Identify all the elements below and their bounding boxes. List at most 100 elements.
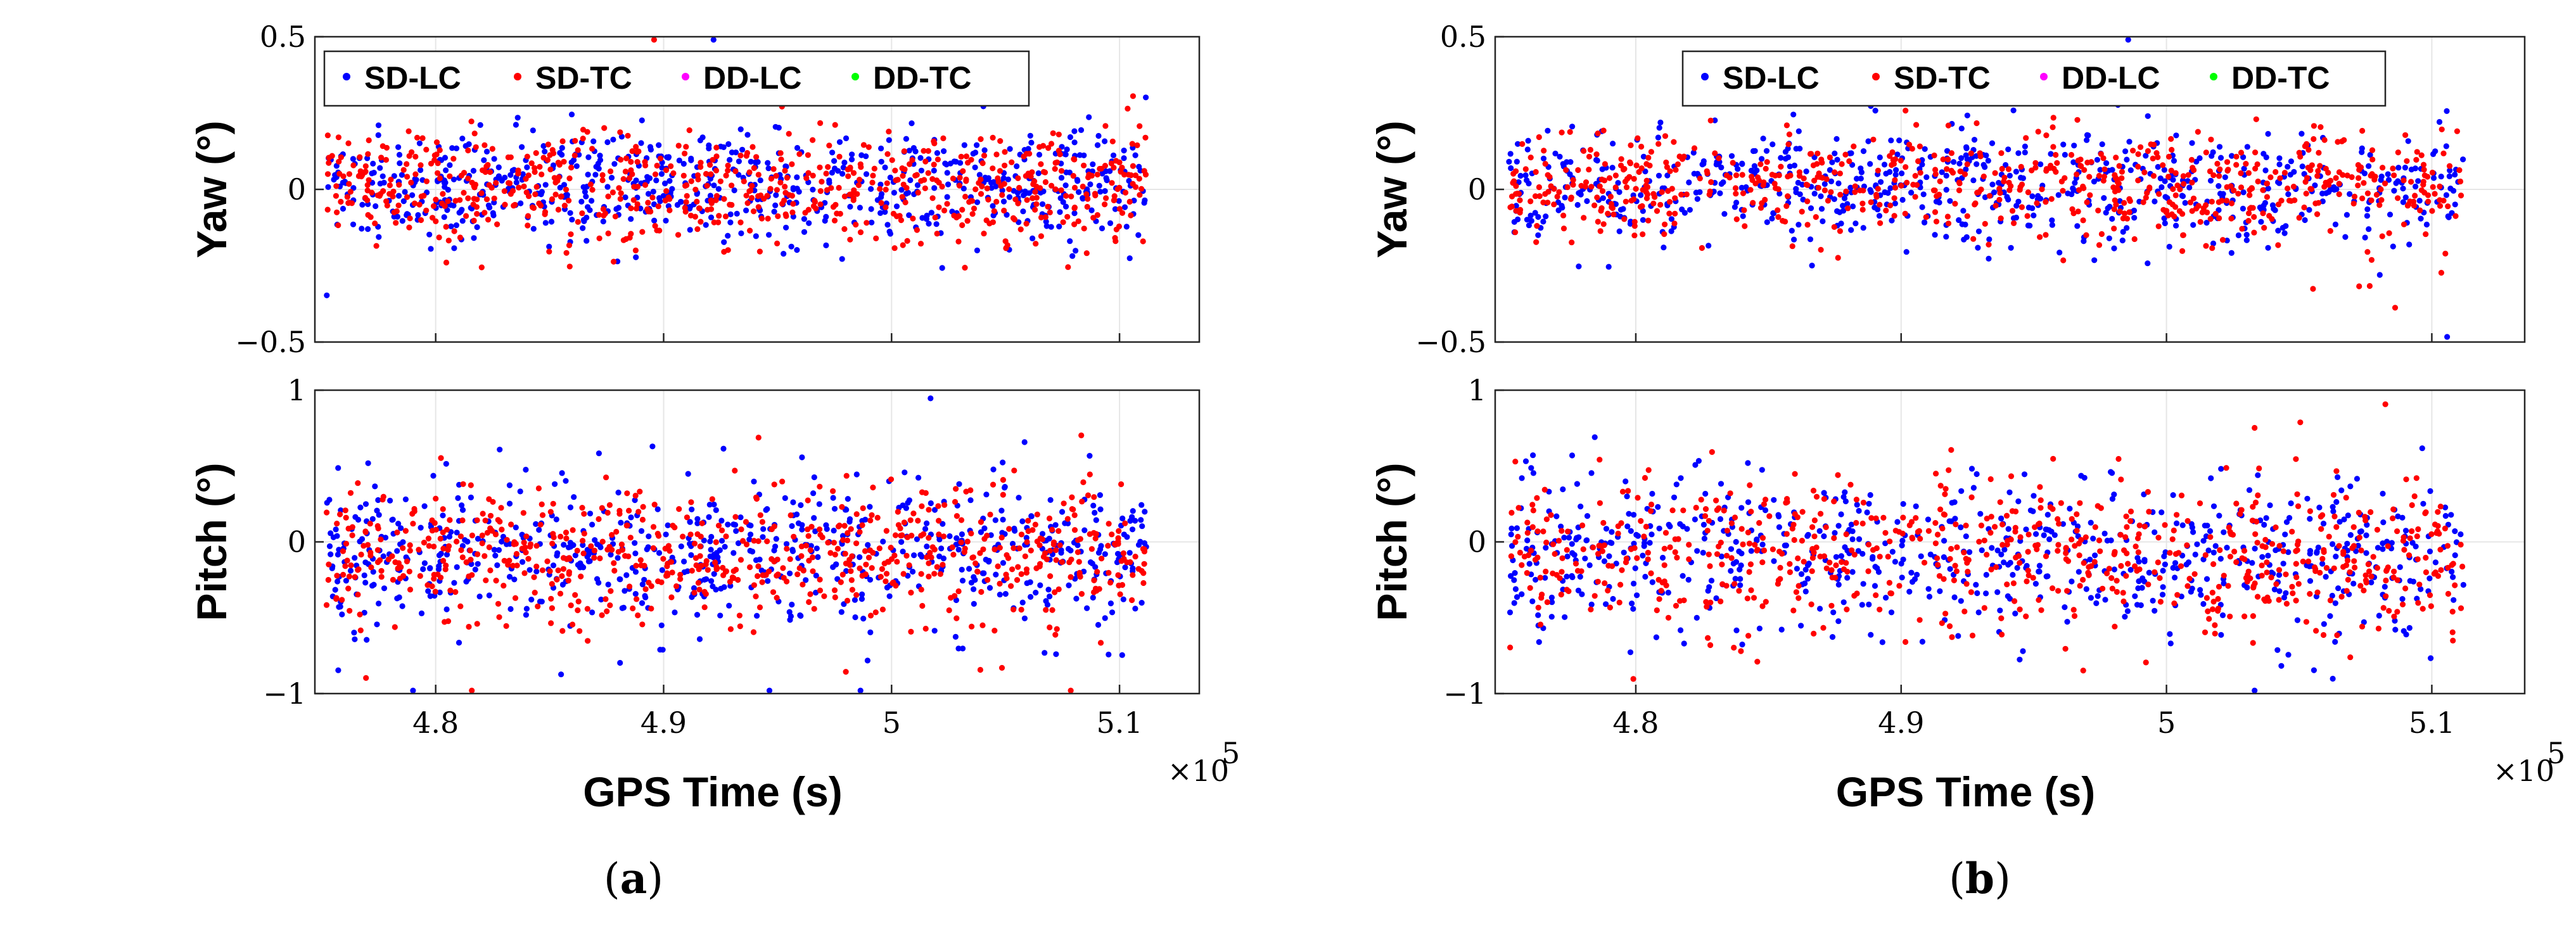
data-point-sd-tc	[1071, 184, 1078, 191]
data-point-sd-lc	[970, 151, 976, 157]
data-point-sd-lc	[2444, 108, 2450, 114]
data-point-sd-tc	[2005, 166, 2012, 172]
data-point-sd-tc	[1102, 123, 1109, 129]
data-point-sd-lc	[2081, 238, 2087, 244]
data-point-sd-tc	[682, 208, 689, 215]
data-point-sd-tc	[677, 571, 684, 578]
data-point-sd-tc	[1049, 182, 1055, 189]
data-point-sd-lc	[375, 122, 382, 129]
data-point-sd-tc	[2143, 194, 2149, 201]
data-point-sd-lc	[1840, 599, 1847, 606]
data-point-sd-tc	[547, 509, 554, 515]
data-point-sd-tc	[533, 184, 540, 190]
data-point-sd-lc	[2210, 240, 2217, 246]
data-point-sd-lc	[1577, 573, 1583, 580]
data-point-sd-tc	[964, 218, 971, 224]
data-point-sd-tc	[1578, 182, 1584, 189]
data-point-sd-tc	[941, 533, 947, 540]
data-point-sd-tc	[794, 571, 801, 578]
data-point-sd-lc	[335, 465, 341, 471]
data-point-sd-tc	[1081, 225, 1087, 232]
data-point-sd-lc	[757, 177, 763, 184]
data-point-sd-lc	[711, 552, 717, 558]
data-point-sd-lc	[747, 547, 753, 554]
data-point-sd-tc	[2146, 184, 2153, 191]
data-point-sd-tc	[521, 183, 527, 189]
data-point-sd-lc	[1840, 493, 1847, 500]
data-point-sd-tc	[907, 161, 913, 167]
data-point-sd-tc	[878, 200, 884, 206]
data-point-sd-lc	[1677, 521, 1683, 527]
data-point-sd-tc	[857, 565, 863, 571]
data-point-sd-tc	[892, 167, 898, 174]
data-point-sd-tc	[953, 486, 959, 492]
data-point-sd-tc	[751, 165, 757, 171]
data-point-sd-tc	[744, 149, 751, 156]
data-point-sd-tc	[386, 191, 393, 197]
data-point-sd-lc	[2380, 540, 2386, 547]
data-point-sd-tc	[737, 152, 744, 159]
data-point-sd-lc	[517, 488, 523, 495]
data-point-sd-tc	[407, 215, 413, 222]
data-point-sd-tc	[1986, 241, 1992, 248]
data-point-sd-tc	[2164, 208, 2170, 214]
data-point-sd-tc	[727, 578, 733, 585]
data-point-sd-lc	[858, 596, 865, 602]
data-point-sd-lc	[2218, 632, 2224, 638]
data-point-sd-tc	[632, 247, 639, 253]
data-point-sd-lc	[2190, 529, 2197, 535]
data-point-sd-lc	[1102, 188, 1108, 194]
data-point-sd-tc	[2119, 168, 2125, 175]
data-point-sd-tc	[1047, 209, 1053, 215]
data-point-sd-tc	[1142, 134, 1149, 141]
data-point-sd-lc	[399, 603, 405, 609]
data-point-sd-tc	[454, 538, 460, 545]
data-point-sd-lc	[831, 505, 838, 512]
data-point-sd-lc	[1769, 141, 1776, 148]
y-axis-label-pitch: Pitch (°)	[188, 462, 235, 621]
data-point-sd-lc	[1693, 614, 1700, 621]
x-multiplier: ×10	[1168, 754, 1229, 788]
data-point-sd-lc	[2143, 153, 2149, 159]
data-point-sd-lc	[1673, 481, 1680, 488]
data-point-sd-lc	[917, 155, 924, 161]
data-point-sd-lc	[1045, 587, 1052, 593]
data-point-sd-lc	[810, 490, 817, 497]
data-point-sd-lc	[955, 645, 962, 652]
data-point-sd-tc	[335, 134, 342, 141]
data-point-sd-tc	[392, 559, 399, 566]
data-point-sd-tc	[904, 238, 910, 244]
data-point-sd-lc	[1027, 132, 1033, 139]
data-point-sd-tc	[715, 523, 722, 529]
data-point-sd-tc	[346, 171, 353, 177]
data-point-sd-lc	[2280, 561, 2286, 567]
data-point-sd-lc	[2075, 569, 2082, 575]
data-point-sd-tc	[971, 205, 978, 212]
data-point-sd-tc	[2115, 187, 2122, 193]
data-point-sd-tc	[605, 193, 611, 200]
data-point-sd-lc	[1848, 521, 1854, 528]
data-point-sd-tc	[834, 545, 841, 552]
data-point-sd-tc	[2395, 149, 2401, 156]
data-point-sd-tc	[523, 549, 529, 555]
data-point-sd-lc	[1996, 180, 2002, 186]
data-point-sd-lc	[998, 507, 1005, 514]
data-point-sd-tc	[844, 597, 851, 604]
data-point-sd-tc	[628, 158, 634, 165]
data-point-sd-tc	[2228, 200, 2235, 206]
data-point-sd-lc	[1555, 199, 1562, 205]
data-point-sd-lc	[2216, 183, 2222, 189]
data-point-sd-tc	[2009, 208, 2016, 214]
data-point-sd-tc	[1627, 159, 1633, 165]
data-point-sd-lc	[1057, 209, 1063, 215]
data-point-sd-lc	[2299, 163, 2305, 170]
data-point-sd-lc	[971, 586, 977, 592]
data-point-sd-tc	[867, 517, 874, 524]
data-point-sd-lc	[1021, 615, 1028, 621]
data-point-sd-lc	[1776, 524, 1782, 530]
data-point-sd-lc	[1087, 453, 1093, 459]
data-point-sd-tc	[1054, 626, 1060, 632]
data-point-sd-tc	[2032, 165, 2039, 171]
data-point-sd-tc	[964, 538, 971, 545]
data-point-sd-lc	[1631, 580, 1637, 587]
